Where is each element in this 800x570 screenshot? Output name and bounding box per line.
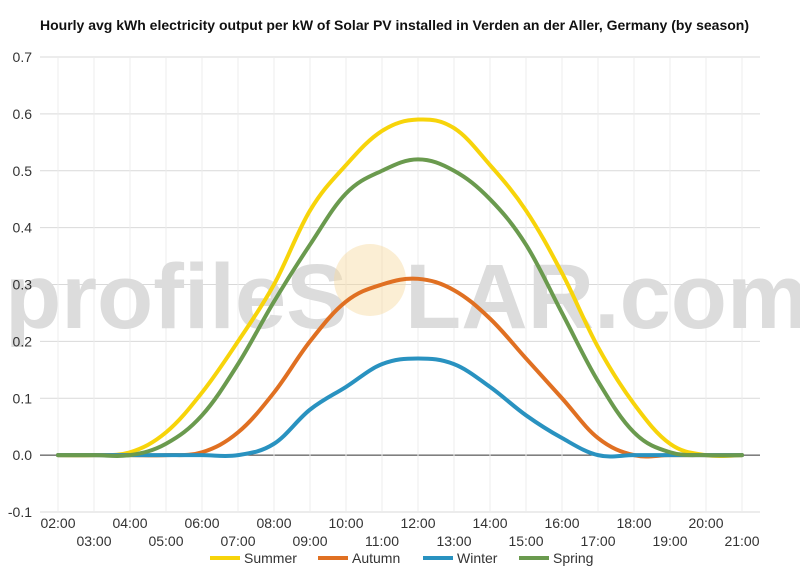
x-tick-label: 04:00	[112, 515, 147, 531]
x-tick-label: 19:00	[652, 533, 687, 549]
x-tick-label: 14:00	[472, 515, 507, 531]
legend-item-winter[interactable]: Winter	[423, 550, 498, 566]
x-tick-label: 15:00	[508, 533, 543, 549]
series-line-summer	[56, 117, 744, 459]
x-tick-label: 21:00	[724, 533, 759, 549]
x-tick-label: 18:00	[616, 515, 651, 531]
axis-layer: -0.1 0.0 0.1 0.2 0.3 0.4 0.5 0.6 0.7 02:0003:0004…	[8, 49, 760, 549]
y-tick-label: 0.4	[13, 220, 33, 236]
y-tick-label: 0.0	[13, 447, 33, 463]
x-tick-label: 10:00	[328, 515, 363, 531]
legend-label-winter: Winter	[457, 550, 498, 566]
watermark: profileS LAR.com	[5, 244, 800, 348]
x-tick-label: 08:00	[256, 515, 291, 531]
x-tick-label: 13:00	[436, 533, 471, 549]
x-tick-label: 03:00	[76, 533, 111, 549]
y-tick-label: 0.5	[13, 163, 33, 179]
x-tick-label: 17:00	[580, 533, 615, 549]
y-tick-label: 0.7	[13, 49, 33, 65]
legend-item-summer[interactable]: Summer	[210, 550, 297, 566]
y-tick-label: 0.1	[13, 390, 33, 406]
series-line-winter	[56, 356, 744, 459]
legend-label-summer: Summer	[244, 550, 297, 566]
x-tick-label: 11:00	[365, 533, 399, 549]
x-tick-label: 12:00	[400, 515, 435, 531]
legend: Summer Autumn Winter Spring	[210, 550, 593, 566]
legend-item-spring[interactable]: Spring	[519, 550, 593, 566]
grid-layer	[40, 56, 760, 513]
y-tick-label: 0.2	[13, 333, 33, 349]
series-layer	[56, 117, 744, 459]
x-tick-label: 06:00	[184, 515, 219, 531]
watermark-text-right: LAR.com	[405, 246, 800, 348]
chart-title: Hourly avg kWh electricity output per kW…	[40, 17, 749, 33]
watermark-text-left: profileS	[5, 246, 347, 348]
y-tick-label: 0.6	[13, 106, 33, 122]
x-tick-label: 16:00	[544, 515, 579, 531]
legend-item-autumn[interactable]: Autumn	[318, 550, 400, 566]
x-tick-label: 09:00	[292, 533, 327, 549]
series-line-spring	[56, 157, 744, 459]
y-tick-label: -0.1	[8, 504, 32, 520]
x-tick-label: 20:00	[688, 515, 723, 531]
legend-label-autumn: Autumn	[352, 550, 400, 566]
y-tick-label: 0.3	[13, 277, 33, 293]
x-tick-label: 02:00	[40, 515, 75, 531]
x-tick-label: 07:00	[220, 533, 255, 549]
x-tick-label: 05:00	[148, 533, 183, 549]
legend-label-spring: Spring	[553, 550, 593, 566]
